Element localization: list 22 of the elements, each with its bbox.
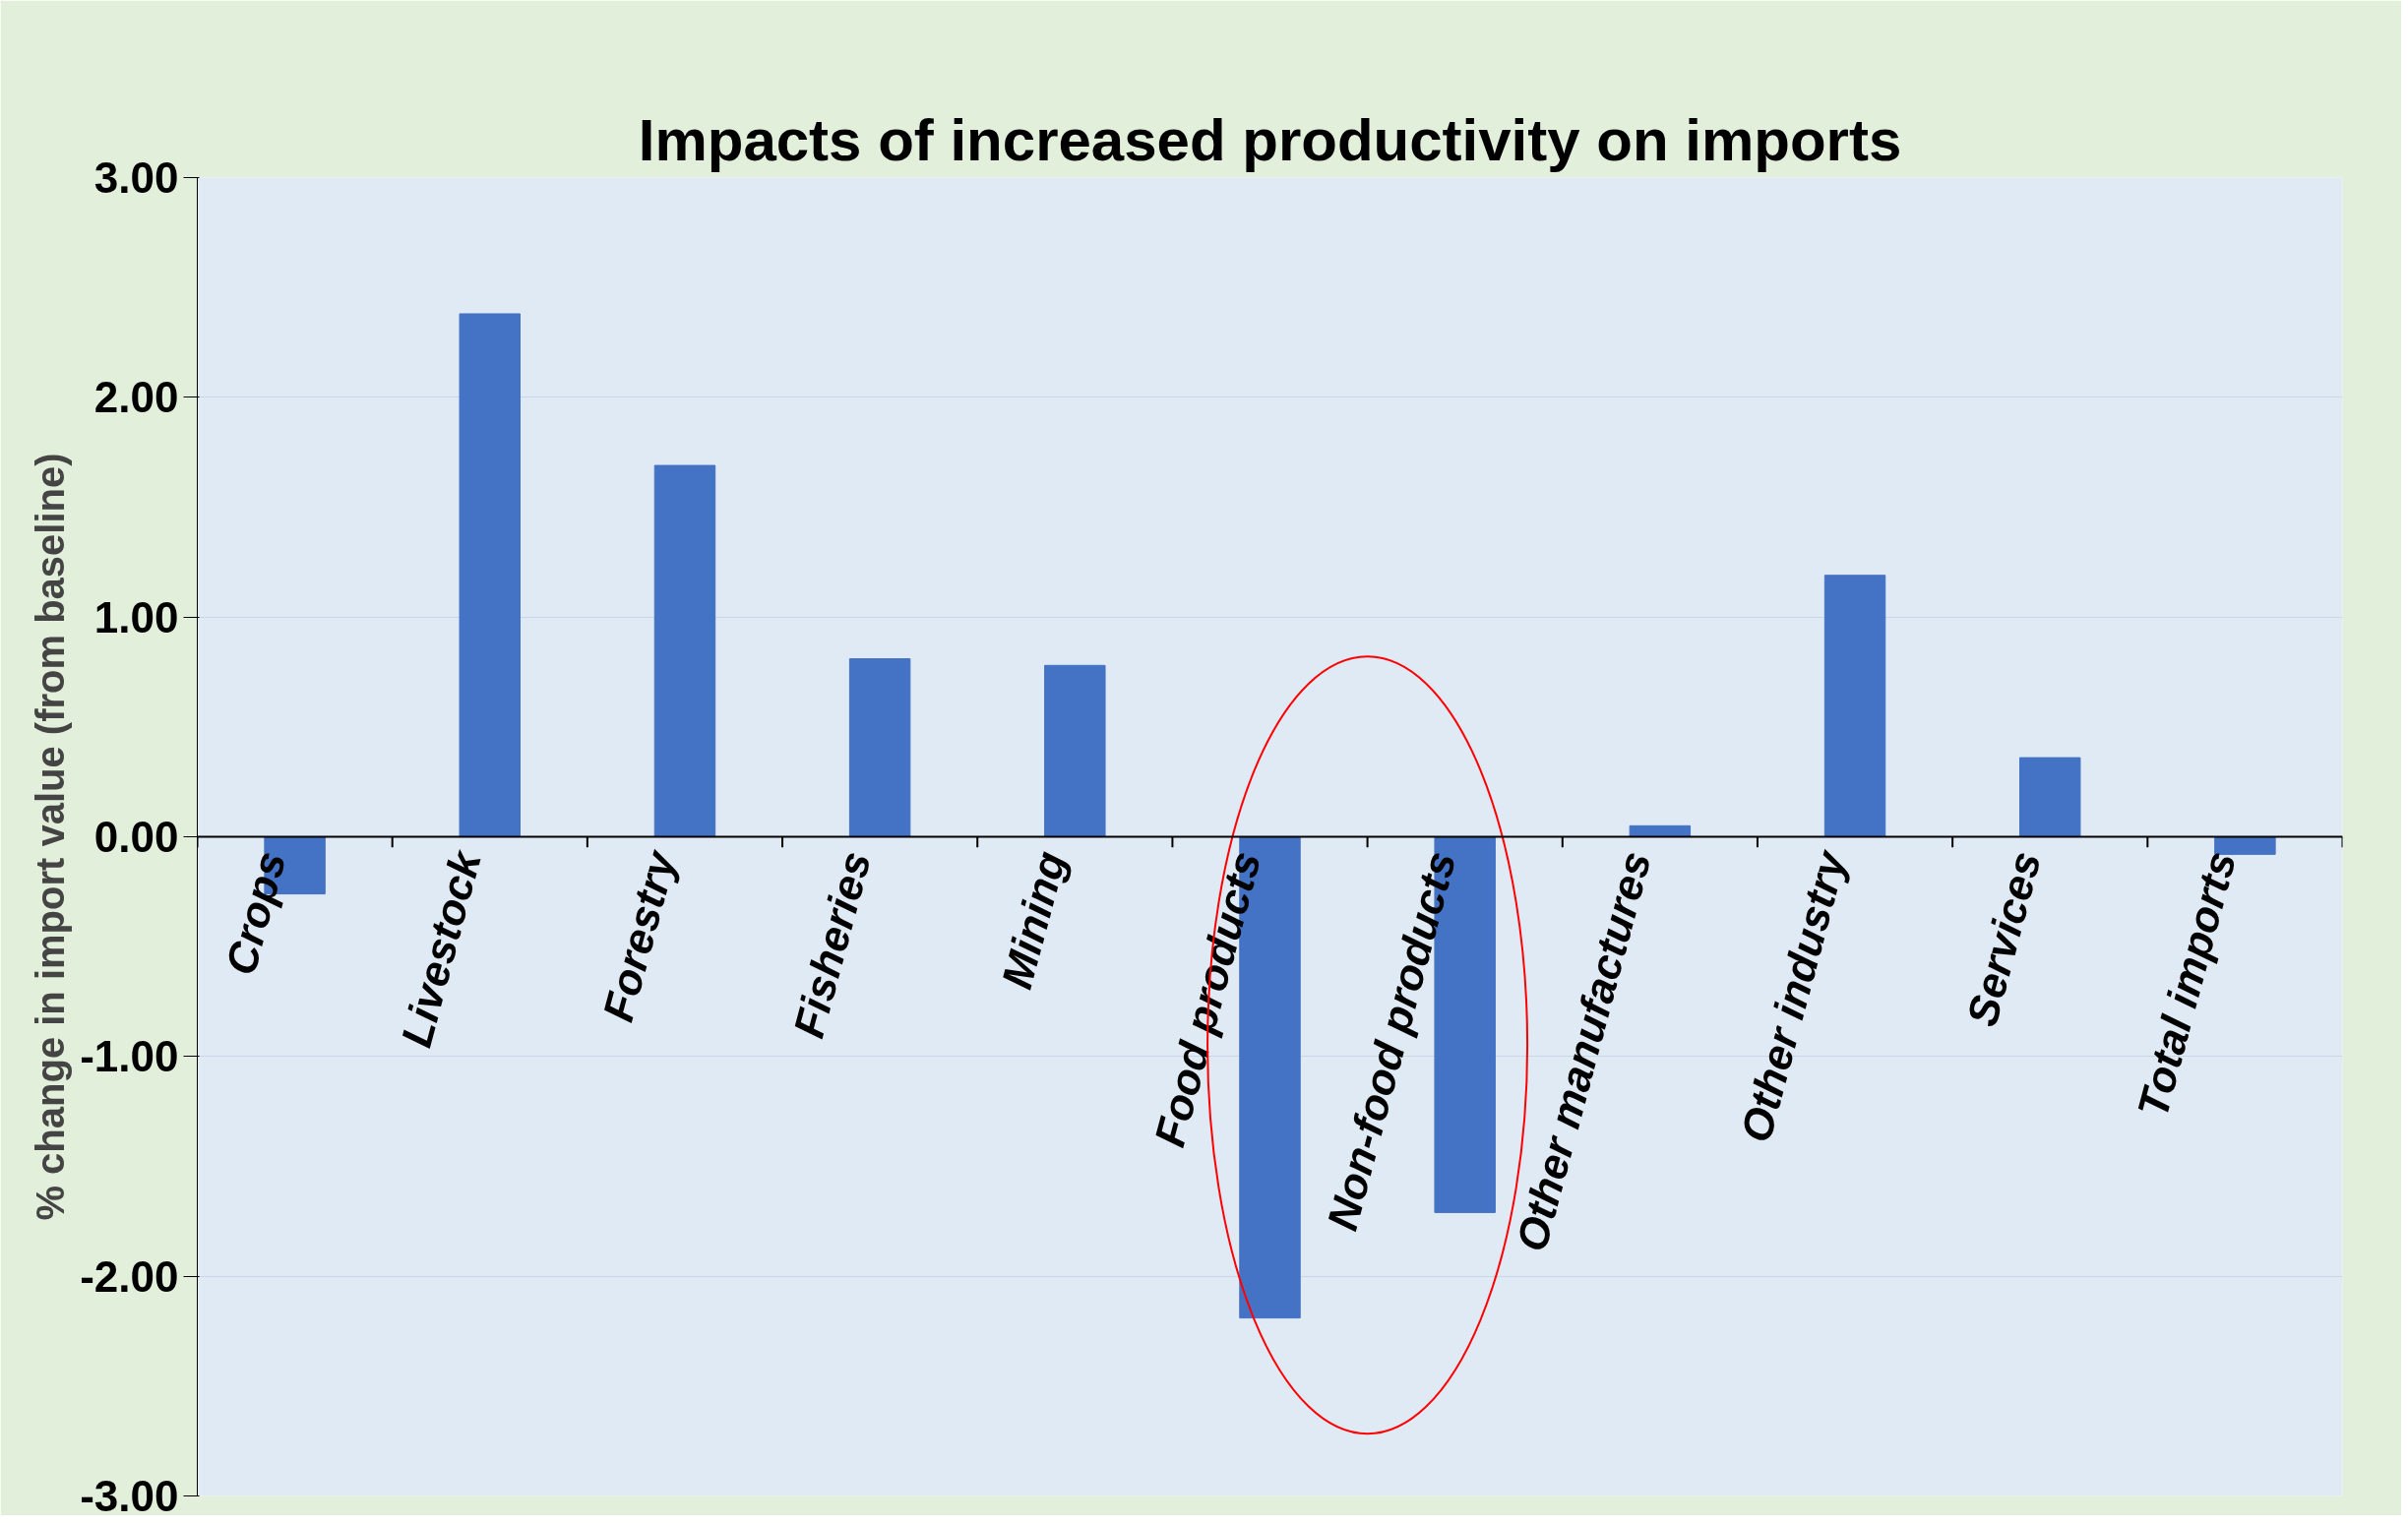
chart-title: Impacts of increased productivity on imports: [638, 106, 1902, 173]
x-tick-label: Crops: [216, 846, 295, 980]
y-tick-label: -1.00: [80, 1032, 179, 1081]
y-tick-label: 1.00: [93, 592, 179, 641]
x-tick-label: Food products: [1144, 846, 1270, 1152]
bar: [2214, 836, 2276, 855]
x-tick-label: Services: [1956, 846, 2051, 1031]
bar: [653, 464, 716, 837]
y-tick-label: 3.00: [93, 153, 179, 202]
y-tick-label: -3.00: [80, 1472, 179, 1520]
x-tick-label: Mining: [992, 846, 1076, 994]
bar: [848, 658, 911, 837]
x-tick-label: Total imports: [2128, 846, 2246, 1123]
y-axis-title: % change in import value (from baseline): [29, 453, 73, 1221]
bar: [1823, 575, 1886, 837]
bar: [1629, 824, 1692, 837]
y-tick-label: -2.00: [80, 1251, 179, 1301]
bar: [2019, 757, 2081, 837]
bar: [1044, 664, 1106, 837]
bar: [459, 313, 521, 837]
y-tick-label: 2.00: [93, 373, 179, 422]
y-tick-label: 0.00: [93, 813, 179, 861]
